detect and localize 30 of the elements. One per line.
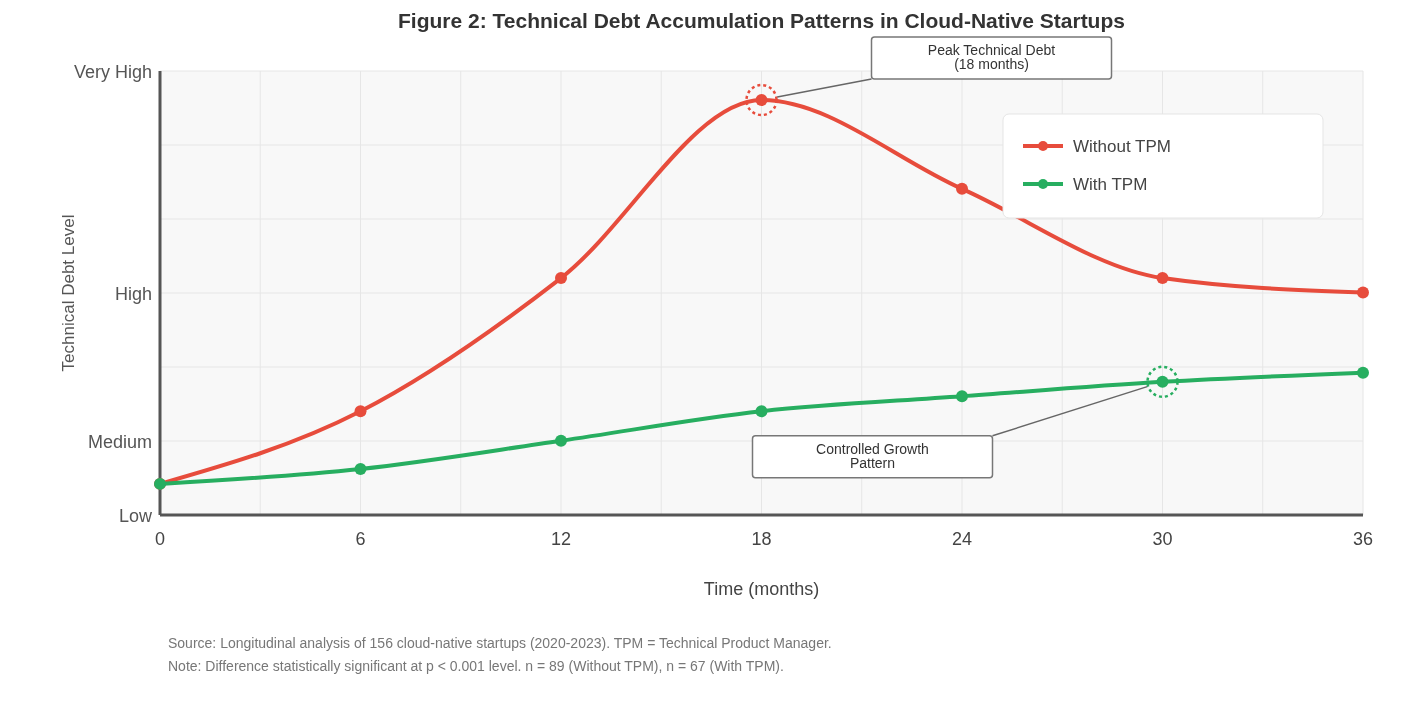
- point: [956, 390, 968, 403]
- x-tick-label: 30: [1152, 529, 1173, 549]
- text: Low: [118, 506, 153, 526]
- x-axis-title: Time (months): [703, 579, 820, 599]
- text: Note: Difference statistically significant at p < 0.001 level. n = 89 (Without TPM), n = 67 (With TPM).: [168, 658, 784, 674]
- source-note: Source: Longitudinal analysis of 156 cloud-native startups (2020-2023). TPM = Technical Product Manager.: [168, 635, 832, 651]
- point: [354, 462, 367, 475]
- point: [1156, 272, 1169, 285]
- chart-title: Figure 2: Technical Debt Accumulation Patterns in Cloud-Native Startups: [398, 9, 1125, 32]
- point: [956, 182, 968, 195]
- text: High: [114, 284, 152, 304]
- point: [354, 405, 367, 418]
- y-axis-title: Technical Debt Level: [59, 214, 78, 372]
- point: [1357, 366, 1369, 379]
- x-tick-label: 24: [951, 529, 973, 549]
- x-tick-label: 18: [751, 529, 772, 549]
- x-tick-label: 12: [550, 529, 572, 549]
- annotation: Controlled Growth Pattern: [816, 440, 929, 471]
- x-tick-label: 36: [1352, 529, 1374, 549]
- point: [1357, 286, 1369, 299]
- point: [755, 405, 768, 418]
- text: Medium: [87, 432, 152, 452]
- x-tick-label: 0: [154, 529, 166, 549]
- x-tick-label: 6: [355, 529, 366, 549]
- text: Peak Technical Debt (18 months): [927, 42, 1056, 73]
- point: [555, 434, 567, 447]
- text: Very High: [73, 62, 152, 82]
- point: [555, 272, 567, 285]
- legend-label: With TPM: [1073, 175, 1148, 194]
- legend-label: Without TPM: [1073, 137, 1171, 156]
